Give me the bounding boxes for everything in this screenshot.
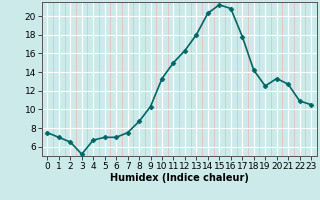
X-axis label: Humidex (Indice chaleur): Humidex (Indice chaleur) [110, 173, 249, 183]
